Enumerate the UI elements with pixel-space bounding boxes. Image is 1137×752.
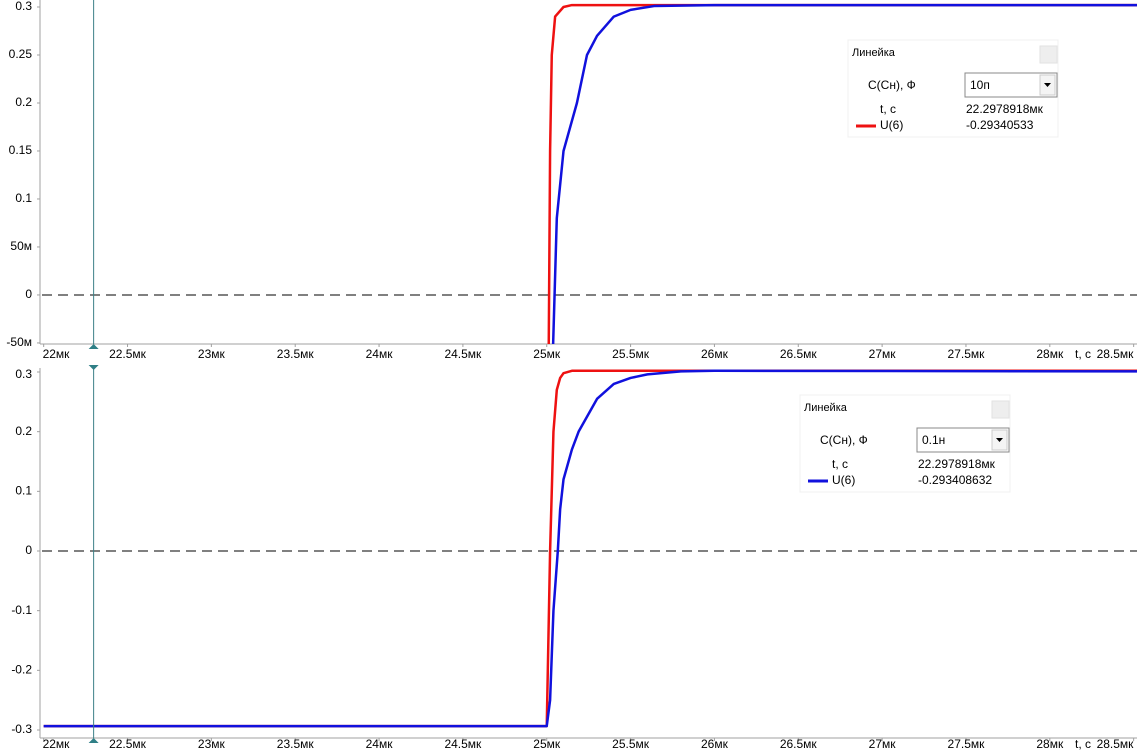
cursor-marker — [88, 365, 99, 370]
t-value: 22.2978918мк — [918, 457, 996, 471]
y-tick-label: 0.2 — [15, 95, 32, 109]
legend-label: U(6) — [880, 118, 903, 132]
x-tick-label: 26.5мк — [780, 737, 818, 751]
y-tick-label: -50м — [6, 335, 32, 349]
x-tick-label: 27.5мк — [948, 347, 986, 361]
x-tick-label: 22мк — [43, 737, 71, 751]
plot-area — [547, 3, 1137, 344]
param-value: 10п — [970, 78, 990, 92]
param-value: 0.1н — [922, 433, 945, 447]
t-value: 22.2978918мк — [966, 102, 1044, 116]
y-tick-label: 0.1 — [15, 484, 32, 498]
x-tick-label: 28мк — [1036, 347, 1064, 361]
t-label: t, с — [832, 457, 848, 471]
ruler-close[interactable] — [1039, 45, 1058, 64]
t-label: t, с — [880, 102, 896, 116]
x-tick-label: 27мк — [869, 347, 897, 361]
ruler-close[interactable] — [991, 400, 1010, 419]
y-tick-label: 50м — [10, 239, 32, 253]
trace-value: -0.29340533 — [966, 118, 1034, 132]
y-tick-label: -0.1 — [11, 603, 32, 617]
x-tick-label: 27.5мк — [948, 737, 986, 751]
y-tick-label: 0.15 — [9, 143, 33, 157]
trace-value: -0.293408632 — [918, 473, 992, 487]
x-tick-label: 28.5мк — [1097, 737, 1135, 751]
x-tick-label: 24мк — [366, 737, 394, 751]
x-tick-label: 28.5мк — [1097, 347, 1135, 361]
x-tick-label: 24.5мк — [444, 347, 482, 361]
y-tick-label: 0.1 — [15, 191, 32, 205]
dropdown-arrow — [996, 438, 1003, 442]
ruler-title: Линейка — [804, 402, 848, 414]
x-tick-label: 25.5мк — [612, 347, 650, 361]
x-tick-label: 25.5мк — [612, 737, 650, 751]
x-tick-label: 22.5мк — [109, 737, 147, 751]
y-tick-label: 0 — [25, 543, 32, 557]
x-tick-label: 23.5мк — [277, 737, 315, 751]
cursor-marker — [88, 738, 99, 743]
x-tick-label: 22мк — [43, 347, 71, 361]
param-label: C(Cн), Ф — [820, 433, 868, 447]
x-tick-label: 25мк — [533, 347, 561, 361]
y-tick-label: 0.3 — [15, 367, 32, 381]
dropdown-arrow — [1044, 83, 1051, 87]
legend-label: U(6) — [832, 473, 855, 487]
x-tick-label: 23мк — [198, 347, 226, 361]
y-tick-label: 0.2 — [15, 424, 32, 438]
x-tick-label: 26мк — [701, 737, 729, 751]
x-tick-label: 24мк — [366, 347, 394, 361]
x-tick-label: 23мк — [198, 737, 226, 751]
param-label: C(Cн), Ф — [868, 78, 916, 92]
cursor-marker — [88, 344, 99, 349]
ruler-title: Линейка — [852, 47, 896, 59]
series-line — [551, 3, 1137, 344]
x-tick-label: 23.5мк — [277, 347, 315, 361]
x-tick-label: 26.5мк — [780, 347, 818, 361]
series-line — [43, 369, 1137, 728]
y-tick-label: -0.3 — [11, 722, 32, 736]
x-axis-label: t, с — [1075, 737, 1091, 751]
x-tick-label: 26мк — [701, 347, 729, 361]
x-tick-label: 25мк — [533, 737, 561, 751]
y-tick-label: 0.3 — [15, 0, 32, 13]
param-dropdown[interactable]: 0.1н — [916, 427, 1010, 453]
x-tick-label: 28мк — [1036, 737, 1064, 751]
y-tick-label: 0.25 — [9, 47, 33, 61]
param-dropdown[interactable]: 10п — [964, 72, 1058, 98]
x-tick-label: 24.5мк — [444, 737, 482, 751]
y-tick-label: 0 — [25, 287, 32, 301]
plot-area — [43, 369, 1137, 728]
x-axis-label: t, с — [1075, 347, 1091, 361]
y-tick-label: -0.2 — [11, 663, 32, 677]
x-tick-label: 22.5мк — [109, 347, 147, 361]
x-tick-label: 27мк — [869, 737, 897, 751]
